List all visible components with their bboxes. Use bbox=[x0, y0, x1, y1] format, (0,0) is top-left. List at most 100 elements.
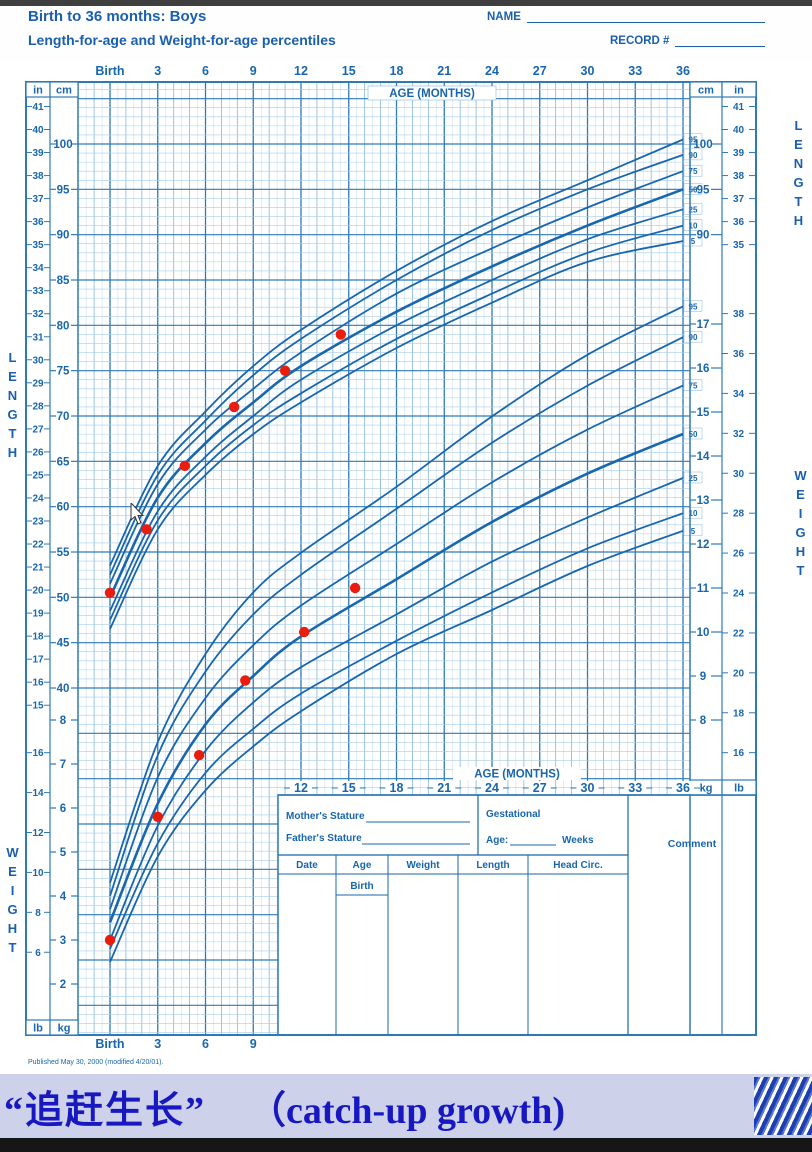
top-screen-bar bbox=[0, 0, 812, 6]
svg-text:32: 32 bbox=[32, 309, 44, 320]
svg-text:22: 22 bbox=[733, 628, 745, 639]
growth-chart-area: 95 95 90 90 75 75 50 50 25 25 10 10 5 5 41 40 39 38 37 36 35… bbox=[0, 62, 812, 1074]
svg-text:cm: cm bbox=[56, 85, 72, 97]
svg-text:4: 4 bbox=[60, 891, 67, 903]
svg-text:95: 95 bbox=[689, 302, 698, 311]
length-data-point bbox=[104, 587, 116, 599]
weight-curve-p25 bbox=[109, 477, 684, 941]
svg-text:80: 80 bbox=[57, 320, 70, 332]
length-data-point bbox=[279, 365, 291, 376]
length-curve-p25 bbox=[109, 208, 684, 612]
svg-text:32: 32 bbox=[733, 429, 745, 440]
svg-text:18: 18 bbox=[32, 632, 44, 643]
svg-text:30: 30 bbox=[581, 64, 595, 78]
svg-text:2: 2 bbox=[60, 979, 66, 991]
svg-text:75: 75 bbox=[57, 366, 70, 378]
svg-text:14: 14 bbox=[32, 788, 44, 799]
entry-table: Mother's Stature Father's Stature Gestatio… bbox=[278, 795, 717, 1035]
svg-text:21: 21 bbox=[32, 563, 44, 574]
svg-text:lb: lb bbox=[33, 1023, 43, 1035]
svg-text:35: 35 bbox=[733, 240, 745, 251]
length-curve-p50 bbox=[108, 188, 684, 598]
svg-text:25: 25 bbox=[689, 205, 698, 214]
svg-text:90: 90 bbox=[697, 230, 710, 242]
svg-text:17: 17 bbox=[32, 655, 44, 666]
axes: 4140393837363534333231302928272625242322… bbox=[25, 81, 757, 1036]
svg-text:90: 90 bbox=[57, 230, 70, 242]
svg-text:50: 50 bbox=[689, 430, 698, 439]
svg-text:27: 27 bbox=[533, 64, 547, 78]
svg-text:12: 12 bbox=[294, 64, 308, 78]
svg-text:lb: lb bbox=[734, 783, 744, 795]
svg-text:38: 38 bbox=[32, 171, 44, 182]
svg-text:100: 100 bbox=[53, 139, 72, 151]
length-curve-p95 bbox=[109, 138, 684, 566]
svg-text:23: 23 bbox=[32, 516, 44, 527]
svg-text:17: 17 bbox=[697, 319, 710, 331]
weight-plabel-box-75 bbox=[683, 379, 703, 391]
svg-text:kg: kg bbox=[58, 1023, 71, 1035]
left-length-axis-title: LENGTH bbox=[5, 350, 20, 464]
svg-text:Date: Date bbox=[296, 860, 318, 871]
length-plabel-box-75 bbox=[683, 164, 703, 177]
length-data-point bbox=[179, 460, 191, 472]
svg-text:AGE (MONTHS): AGE (MONTHS) bbox=[474, 769, 560, 781]
svg-text:16: 16 bbox=[32, 678, 44, 689]
svg-text:95: 95 bbox=[689, 135, 698, 144]
chart-header: Birth to 36 months: Boys Length-for-age … bbox=[0, 6, 812, 62]
svg-text:20: 20 bbox=[32, 586, 44, 597]
svg-text:27: 27 bbox=[533, 781, 547, 795]
svg-text:50: 50 bbox=[57, 592, 70, 604]
svg-text:26: 26 bbox=[733, 549, 745, 560]
svg-text:30: 30 bbox=[581, 781, 595, 795]
svg-text:41: 41 bbox=[32, 102, 44, 113]
svg-text:75: 75 bbox=[689, 167, 698, 176]
length-data-point bbox=[141, 524, 152, 535]
weight-plabel-box-95 bbox=[683, 300, 703, 312]
svg-text:29: 29 bbox=[32, 378, 44, 389]
svg-text:7: 7 bbox=[60, 759, 66, 771]
svg-text:30: 30 bbox=[32, 355, 44, 366]
weight-data-point bbox=[240, 675, 251, 686]
svg-text:75: 75 bbox=[689, 382, 698, 391]
svg-text:25: 25 bbox=[32, 470, 44, 481]
svg-text:3: 3 bbox=[154, 64, 161, 78]
caption-bar: “追赶生长” （catch-up growth) bbox=[0, 1074, 812, 1138]
weight-curve-p90 bbox=[109, 336, 684, 897]
svg-text:12: 12 bbox=[294, 781, 308, 795]
svg-text:12: 12 bbox=[697, 539, 710, 551]
svg-text:40: 40 bbox=[733, 125, 745, 136]
svg-text:70: 70 bbox=[57, 411, 70, 423]
mouse-cursor-icon bbox=[130, 501, 146, 526]
svg-text:25: 25 bbox=[689, 474, 698, 483]
svg-text:15: 15 bbox=[342, 64, 356, 78]
svg-text:15: 15 bbox=[342, 781, 356, 795]
svg-text:8: 8 bbox=[60, 715, 67, 727]
svg-text:19: 19 bbox=[32, 609, 44, 620]
weight-plabel-box-25 bbox=[683, 471, 703, 484]
patient-points bbox=[104, 329, 361, 946]
svg-text:27: 27 bbox=[32, 424, 44, 435]
svg-text:95: 95 bbox=[697, 184, 710, 196]
name-label: NAME bbox=[487, 11, 521, 23]
svg-text:90: 90 bbox=[689, 151, 698, 160]
unit-cell bbox=[721, 81, 757, 98]
growth-chart-svg: 9595909075755050252510105541403938373635… bbox=[0, 62, 812, 1074]
svg-text:8: 8 bbox=[700, 715, 707, 727]
svg-text:16: 16 bbox=[697, 363, 710, 375]
svg-text:33: 33 bbox=[32, 286, 44, 297]
svg-text:Weeks: Weeks bbox=[562, 835, 594, 846]
svg-text:5: 5 bbox=[691, 527, 696, 536]
svg-text:16: 16 bbox=[733, 748, 745, 759]
svg-text:18: 18 bbox=[733, 708, 745, 719]
svg-text:5: 5 bbox=[60, 847, 67, 859]
svg-text:60: 60 bbox=[57, 502, 70, 514]
weight-curve-p95 bbox=[109, 305, 684, 884]
chart-subtitle: Length-for-age and Weight-for-age percen… bbox=[28, 32, 336, 48]
svg-text:41: 41 bbox=[733, 102, 745, 113]
svg-text:AGE (MONTHS): AGE (MONTHS) bbox=[389, 88, 475, 100]
length-plabel-box-25 bbox=[683, 203, 703, 215]
svg-text:Age: Age bbox=[353, 860, 372, 871]
